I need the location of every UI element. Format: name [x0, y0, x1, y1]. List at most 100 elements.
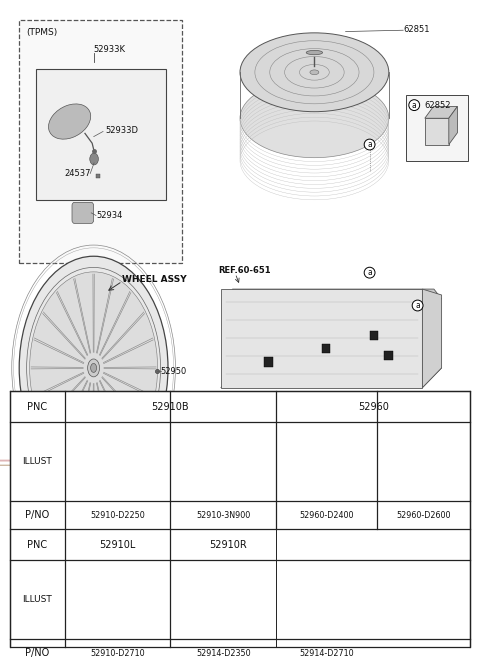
- Text: P/NO: P/NO: [25, 648, 49, 657]
- Ellipse shape: [124, 575, 125, 576]
- Ellipse shape: [154, 593, 155, 594]
- Text: 24537: 24537: [65, 169, 91, 178]
- Ellipse shape: [139, 620, 140, 621]
- Ellipse shape: [90, 153, 98, 165]
- Ellipse shape: [357, 585, 358, 586]
- Ellipse shape: [142, 580, 143, 581]
- Ellipse shape: [240, 33, 389, 112]
- Ellipse shape: [114, 574, 115, 576]
- Ellipse shape: [98, 578, 99, 579]
- Text: 52934: 52934: [96, 211, 122, 220]
- Ellipse shape: [98, 621, 99, 622]
- Ellipse shape: [133, 577, 134, 578]
- Ellipse shape: [299, 581, 300, 583]
- Ellipse shape: [364, 599, 365, 600]
- Ellipse shape: [216, 457, 230, 466]
- Ellipse shape: [342, 577, 343, 578]
- Ellipse shape: [348, 620, 349, 621]
- Ellipse shape: [81, 608, 83, 609]
- Bar: [322, 344, 330, 353]
- Ellipse shape: [124, 624, 125, 625]
- FancyBboxPatch shape: [72, 202, 94, 223]
- Polygon shape: [220, 437, 226, 458]
- Ellipse shape: [350, 619, 351, 620]
- Ellipse shape: [101, 622, 102, 623]
- Ellipse shape: [288, 599, 289, 600]
- Ellipse shape: [345, 621, 346, 622]
- Ellipse shape: [86, 585, 87, 586]
- Ellipse shape: [127, 623, 128, 624]
- Text: PNC: PNC: [27, 539, 47, 550]
- Ellipse shape: [345, 578, 346, 579]
- Ellipse shape: [319, 624, 320, 625]
- Text: 52910-3N900: 52910-3N900: [196, 510, 251, 520]
- Polygon shape: [186, 452, 217, 461]
- Ellipse shape: [297, 583, 298, 584]
- Ellipse shape: [136, 578, 137, 579]
- Ellipse shape: [80, 437, 156, 487]
- Ellipse shape: [144, 581, 145, 583]
- Ellipse shape: [287, 574, 366, 625]
- Ellipse shape: [291, 610, 292, 611]
- Text: 52910-D2250: 52910-D2250: [90, 510, 145, 520]
- Ellipse shape: [307, 621, 308, 622]
- Ellipse shape: [324, 598, 329, 602]
- Ellipse shape: [79, 597, 80, 598]
- Text: a: a: [367, 268, 372, 277]
- Ellipse shape: [290, 608, 291, 609]
- Ellipse shape: [326, 574, 327, 575]
- Ellipse shape: [339, 576, 340, 577]
- Bar: [10, 391, 470, 647]
- Polygon shape: [425, 106, 457, 118]
- Polygon shape: [422, 289, 442, 388]
- Ellipse shape: [316, 623, 317, 624]
- Ellipse shape: [342, 622, 343, 623]
- Bar: [406, 95, 468, 161]
- Ellipse shape: [333, 575, 334, 576]
- Ellipse shape: [84, 612, 85, 613]
- Text: 52914-D2710: 52914-D2710: [299, 648, 354, 657]
- Ellipse shape: [74, 434, 161, 490]
- Ellipse shape: [336, 623, 337, 624]
- Bar: [370, 331, 378, 340]
- Ellipse shape: [320, 596, 333, 604]
- Text: 52910R: 52910R: [209, 539, 247, 550]
- Ellipse shape: [74, 572, 161, 628]
- Ellipse shape: [221, 599, 225, 601]
- Ellipse shape: [93, 580, 94, 581]
- Text: P/NO: P/NO: [25, 510, 49, 520]
- Ellipse shape: [313, 576, 314, 577]
- Ellipse shape: [30, 272, 157, 464]
- Polygon shape: [221, 289, 422, 388]
- Ellipse shape: [240, 79, 389, 158]
- Ellipse shape: [319, 575, 320, 576]
- Text: 62852: 62852: [425, 101, 451, 110]
- Ellipse shape: [288, 597, 289, 598]
- Ellipse shape: [142, 619, 143, 620]
- Ellipse shape: [101, 577, 102, 578]
- Text: a: a: [367, 140, 372, 149]
- Bar: [264, 357, 273, 367]
- Ellipse shape: [90, 581, 91, 583]
- Ellipse shape: [299, 617, 300, 618]
- Ellipse shape: [353, 617, 354, 618]
- Ellipse shape: [283, 572, 370, 628]
- Ellipse shape: [80, 595, 81, 596]
- Ellipse shape: [120, 624, 121, 625]
- Ellipse shape: [185, 575, 261, 625]
- Ellipse shape: [355, 583, 356, 584]
- Ellipse shape: [363, 595, 364, 596]
- Ellipse shape: [95, 620, 96, 621]
- Text: 52960-D2600: 52960-D2600: [396, 510, 451, 520]
- Ellipse shape: [153, 608, 154, 609]
- Ellipse shape: [107, 623, 108, 624]
- Ellipse shape: [288, 595, 289, 596]
- Bar: [36, 69, 166, 200]
- Ellipse shape: [360, 610, 361, 611]
- Ellipse shape: [114, 459, 121, 464]
- Ellipse shape: [307, 578, 308, 579]
- Ellipse shape: [363, 593, 364, 594]
- Polygon shape: [198, 464, 221, 484]
- Ellipse shape: [114, 624, 115, 625]
- Text: 52933K: 52933K: [94, 45, 126, 54]
